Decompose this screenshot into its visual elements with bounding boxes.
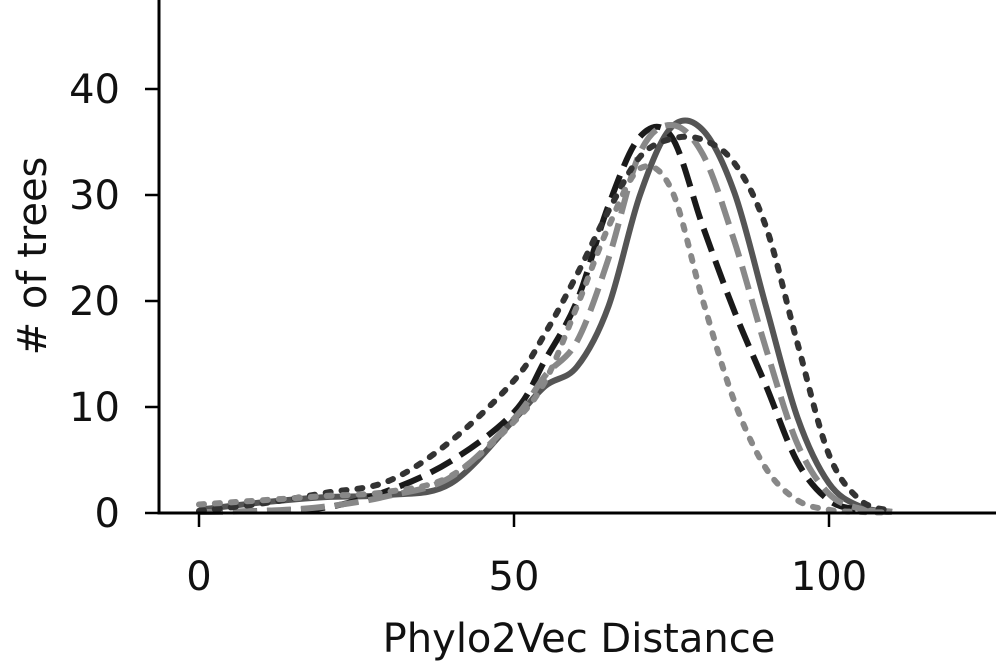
y-tick-label: 30 [69, 173, 120, 219]
y-tick-label: 20 [69, 279, 120, 325]
x-tick-label: 0 [186, 554, 211, 600]
y-axis-title: # of trees [10, 157, 56, 356]
x-axis-title: Phylo2Vec Distance [383, 616, 776, 662]
series-line-3-dashed [198, 122, 893, 515]
y-tick-label: 40 [69, 67, 120, 113]
x-tick-label: 100 [791, 554, 867, 600]
x-ticks: 0 50 100 [186, 513, 867, 600]
series-curves [196, 117, 895, 516]
y-ticks: 0 10 20 30 40 [69, 67, 159, 537]
y-tick-label: 0 [95, 491, 120, 537]
y-tick-label: 10 [69, 385, 120, 431]
x-tick-label: 50 [489, 554, 540, 600]
series-line-2-dashed [198, 123, 893, 515]
series-line-5-dotted [196, 163, 895, 516]
series-line-4-dotted [196, 133, 895, 514]
